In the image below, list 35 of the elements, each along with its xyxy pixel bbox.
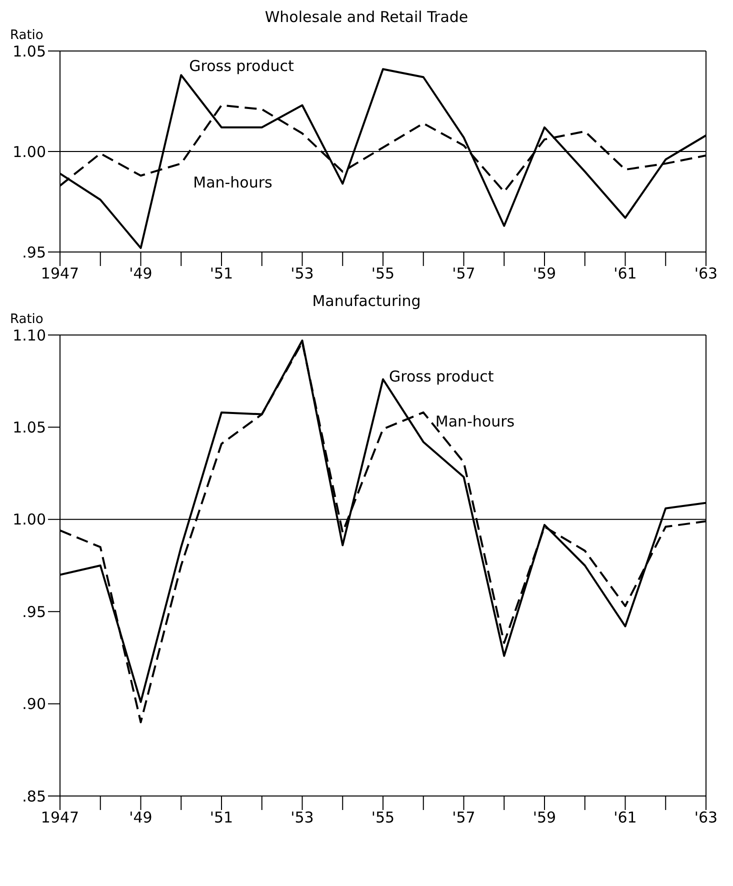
- y-tick-label: 1.10: [12, 326, 46, 344]
- x-tick-label: '53: [290, 808, 314, 827]
- chart-title: Manufacturing: [311, 292, 422, 310]
- x-tick-label: '57: [452, 808, 476, 827]
- x-tick-label: '57: [452, 264, 476, 283]
- series-label: Man-hours: [435, 412, 515, 430]
- series-label: Gross product: [389, 367, 494, 386]
- series-label: Gross product: [189, 57, 294, 76]
- x-tick-label: '61: [614, 264, 637, 283]
- x-tick-label: '51: [210, 808, 234, 827]
- x-tick-label: '61: [614, 808, 637, 827]
- x-tick-label: '59: [532, 264, 556, 283]
- x-tick-label: '53: [290, 264, 314, 283]
- x-tick-label: 1947: [40, 808, 80, 827]
- y-tick-label: .95: [22, 602, 46, 621]
- x-tick-label: '51: [210, 264, 234, 283]
- y-tick-label: 1.05: [12, 418, 46, 437]
- chart-title: Wholesale and Retail Trade: [264, 8, 470, 26]
- x-tick-label: 1947: [40, 264, 80, 283]
- x-tick-label: '59: [532, 808, 556, 827]
- y-tick-label: .85: [22, 787, 46, 806]
- y-tick-label: 1.00: [12, 510, 46, 529]
- y-axis-title: Ratio: [10, 28, 44, 43]
- y-tick-label: 1.05: [12, 42, 46, 60]
- y-tick-label: .95: [22, 243, 46, 262]
- x-tick-label: '49: [129, 808, 152, 827]
- y-tick-label: .90: [22, 695, 46, 714]
- x-tick-label: '63: [694, 808, 718, 827]
- x-tick-label: '49: [129, 264, 152, 283]
- y-tick-label: 1.00: [12, 142, 46, 161]
- x-tick-label: '63: [694, 264, 718, 283]
- series-label: Man-hours: [193, 174, 273, 192]
- y-axis-title: Ratio: [10, 312, 44, 327]
- x-tick-label: '55: [371, 808, 395, 827]
- x-tick-label: '55: [371, 264, 395, 283]
